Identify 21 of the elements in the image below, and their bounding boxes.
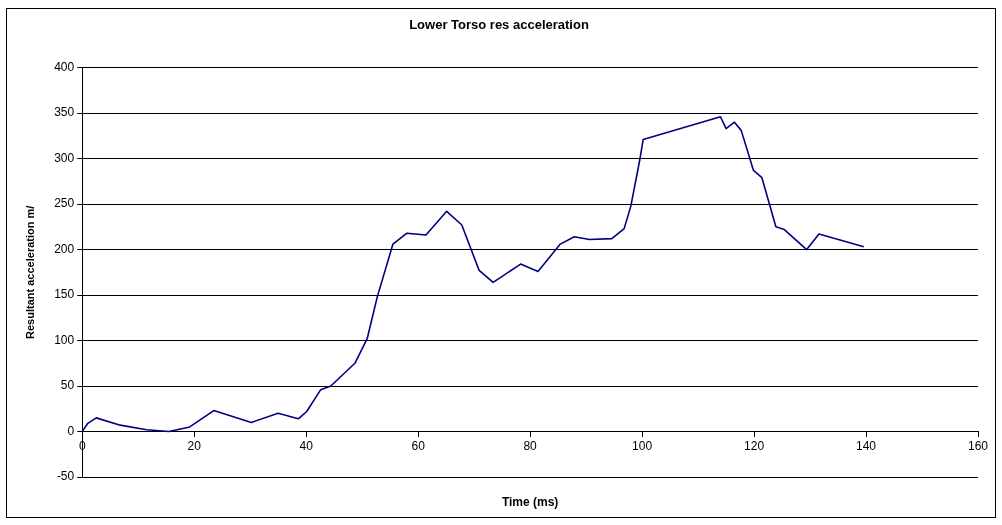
x-tick-label: 160 bbox=[967, 439, 989, 454]
x-tick-label: 140 bbox=[856, 439, 877, 454]
y-tick-label: 200 bbox=[54, 241, 75, 256]
y-tick-label: 350 bbox=[54, 105, 75, 120]
x-tick-label: 60 bbox=[411, 439, 426, 454]
y-tick-label: 50 bbox=[60, 378, 75, 393]
y-tick-label: 400 bbox=[54, 59, 75, 74]
chart-title: Lower Torso res acceleration bbox=[409, 17, 589, 33]
y-tick-label: 100 bbox=[54, 332, 75, 347]
y-tick-label: 150 bbox=[54, 287, 75, 302]
y-axis-title: Resultant acceleration m/ bbox=[23, 205, 36, 339]
y-tick-label: 250 bbox=[54, 196, 75, 211]
x-tick-label: 40 bbox=[299, 439, 314, 454]
y-tick-label: 0 bbox=[67, 423, 75, 438]
x-tick-label: 120 bbox=[744, 439, 765, 454]
y-tick-label: -50 bbox=[56, 469, 75, 484]
x-axis-title: Time (ms) bbox=[501, 495, 559, 510]
x-tick-label: 20 bbox=[187, 439, 202, 454]
x-tick-label: 100 bbox=[632, 439, 653, 454]
x-tick-label: 80 bbox=[523, 439, 538, 454]
y-tick-label: 300 bbox=[54, 150, 75, 165]
